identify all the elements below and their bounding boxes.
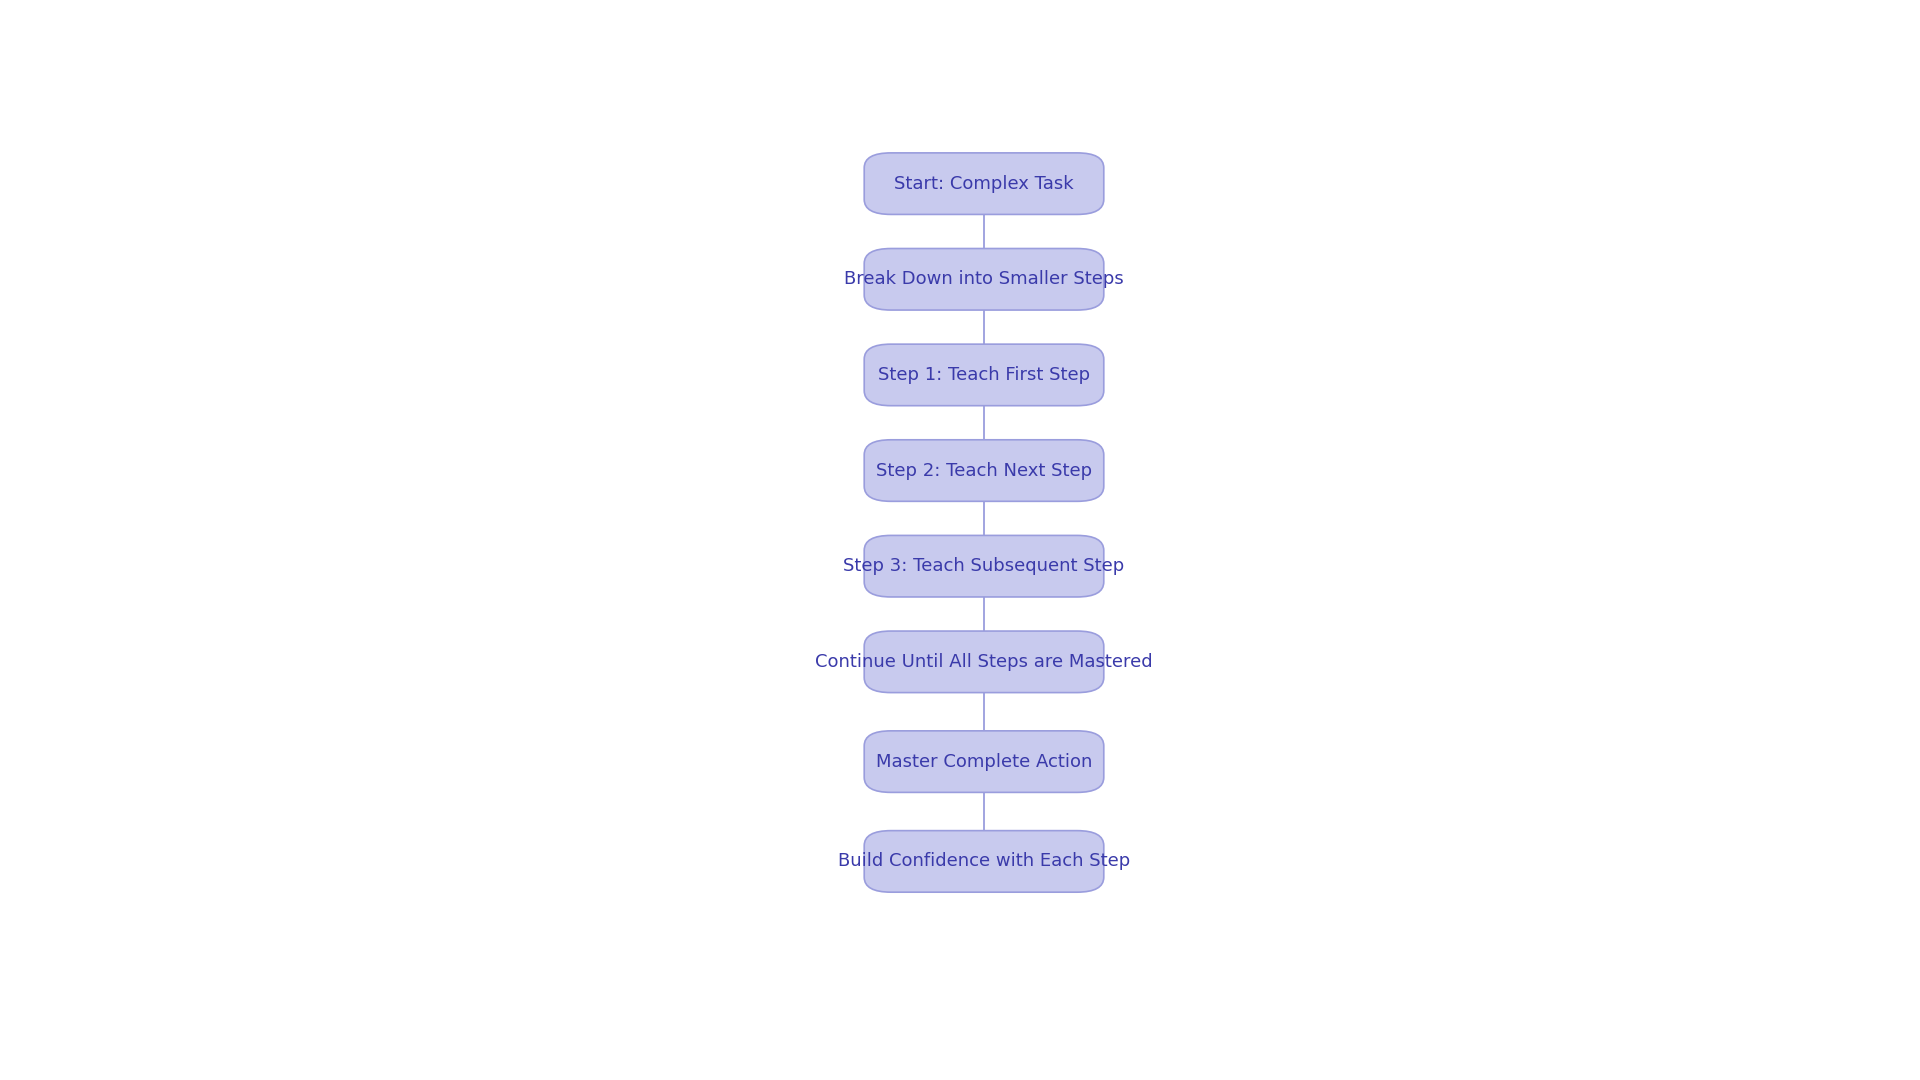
FancyBboxPatch shape: [864, 831, 1104, 892]
Text: Break Down into Smaller Steps: Break Down into Smaller Steps: [845, 270, 1123, 288]
FancyBboxPatch shape: [864, 731, 1104, 793]
FancyBboxPatch shape: [864, 440, 1104, 501]
FancyBboxPatch shape: [864, 153, 1104, 215]
Text: Step 2: Teach Next Step: Step 2: Teach Next Step: [876, 461, 1092, 480]
FancyBboxPatch shape: [864, 536, 1104, 597]
FancyBboxPatch shape: [864, 345, 1104, 406]
FancyBboxPatch shape: [864, 631, 1104, 692]
Text: Master Complete Action: Master Complete Action: [876, 753, 1092, 771]
Text: Continue Until All Steps are Mastered: Continue Until All Steps are Mastered: [816, 652, 1152, 671]
Text: Step 1: Teach First Step: Step 1: Teach First Step: [877, 366, 1091, 383]
FancyBboxPatch shape: [864, 248, 1104, 310]
Text: Build Confidence with Each Step: Build Confidence with Each Step: [837, 852, 1131, 870]
Text: Step 3: Teach Subsequent Step: Step 3: Teach Subsequent Step: [843, 557, 1125, 576]
Text: Start: Complex Task: Start: Complex Task: [895, 175, 1073, 192]
